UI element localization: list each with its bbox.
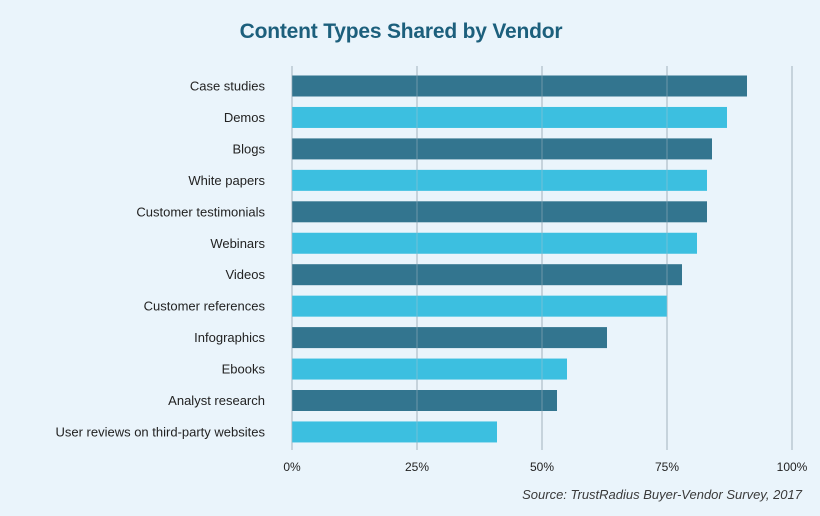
category-label: Webinars — [210, 236, 265, 251]
category-label: Customer references — [144, 299, 266, 314]
category-label: Blogs — [232, 141, 265, 156]
x-tick-label: 25% — [405, 460, 429, 474]
x-tick-label: 50% — [530, 460, 554, 474]
bar — [292, 106, 727, 128]
bar — [292, 75, 747, 97]
category-label: Videos — [225, 267, 265, 282]
bar — [292, 327, 607, 349]
category-label: Customer testimonials — [136, 204, 265, 219]
chart-title: Content Types Shared by Vendor — [239, 20, 563, 43]
bar — [292, 169, 707, 191]
category-label: White papers — [188, 173, 265, 188]
category-label: Demos — [224, 110, 266, 125]
source-note: Source: TrustRadius Buyer-Vendor Survey,… — [522, 487, 802, 502]
bar — [292, 358, 567, 380]
x-tick-label: 0% — [283, 460, 301, 474]
bar — [292, 138, 712, 160]
bar — [292, 264, 682, 286]
category-label: Analyst research — [168, 393, 265, 408]
bar — [292, 201, 707, 223]
bar — [292, 390, 557, 411]
category-label: User reviews on third-party websites — [55, 424, 265, 439]
x-tick-label: 75% — [655, 460, 679, 474]
bar — [292, 232, 697, 254]
category-label: Case studies — [190, 79, 266, 94]
category-label: Ebooks — [222, 362, 266, 377]
category-label: Infographics — [194, 330, 265, 345]
x-tick-label: 100% — [777, 460, 808, 474]
bar — [292, 421, 497, 443]
bar — [292, 295, 667, 317]
